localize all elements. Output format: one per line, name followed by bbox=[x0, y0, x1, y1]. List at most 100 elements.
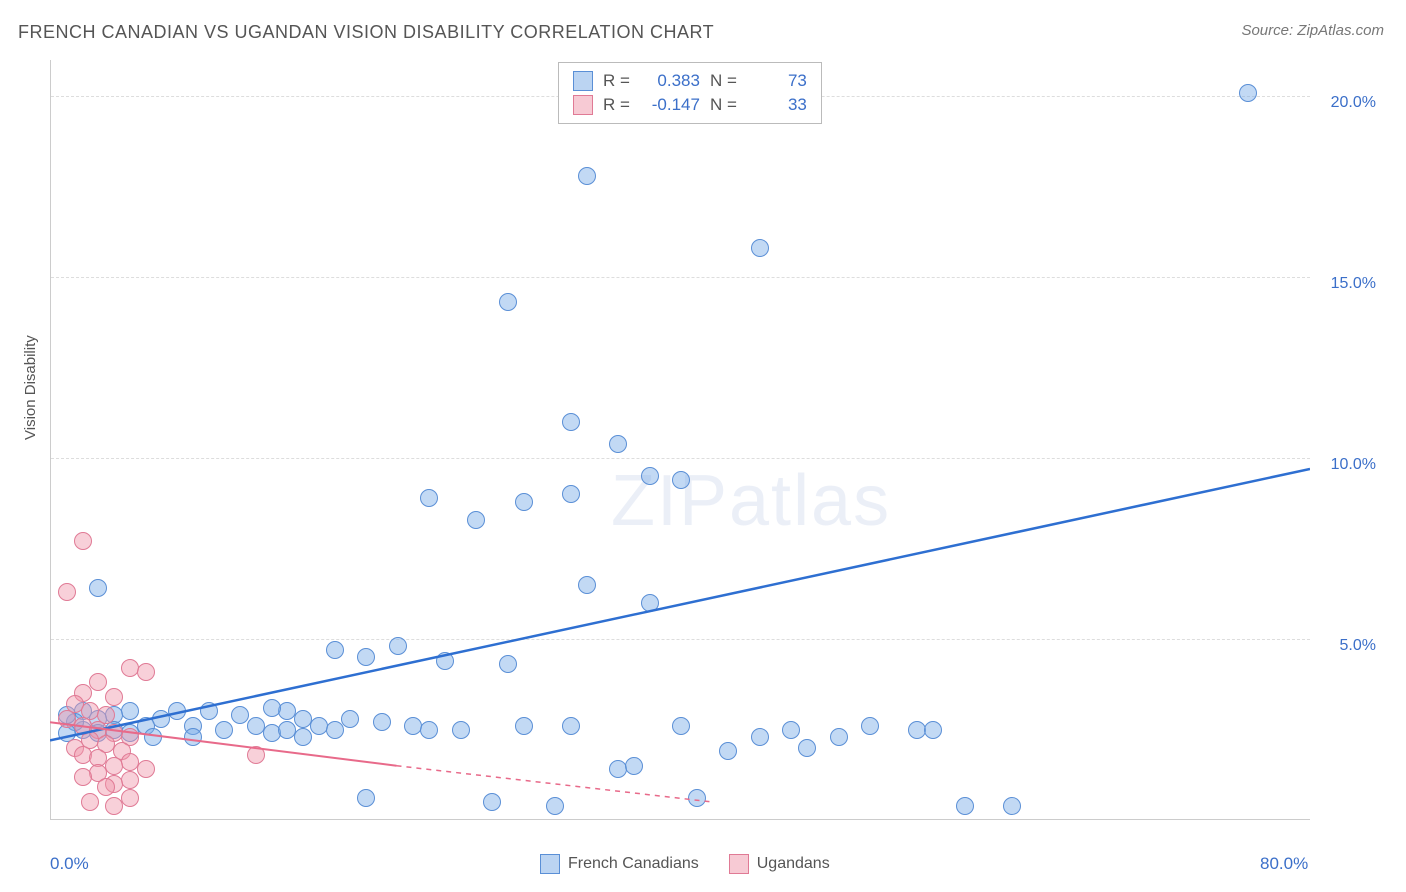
data-point bbox=[326, 641, 344, 659]
stats-box: R = 0.383 N = 73 R = -0.147 N = 33 bbox=[558, 62, 822, 124]
data-point bbox=[420, 721, 438, 739]
data-point bbox=[357, 789, 375, 807]
data-point bbox=[89, 673, 107, 691]
source-attribution: Source: ZipAtlas.com bbox=[1241, 22, 1384, 39]
data-point bbox=[81, 793, 99, 811]
data-point bbox=[1003, 797, 1021, 815]
data-point bbox=[74, 532, 92, 550]
data-point bbox=[357, 648, 375, 666]
n-value: 73 bbox=[747, 71, 807, 91]
data-point bbox=[389, 637, 407, 655]
legend-item: French Canadians bbox=[540, 854, 699, 874]
data-point bbox=[1239, 84, 1257, 102]
data-point bbox=[373, 713, 391, 731]
r-value: -0.147 bbox=[640, 95, 700, 115]
data-point bbox=[231, 706, 249, 724]
data-point bbox=[515, 493, 533, 511]
plot-area: ZIPatlas bbox=[50, 60, 1310, 820]
data-point bbox=[144, 728, 162, 746]
data-point bbox=[515, 717, 533, 735]
legend-swatch bbox=[729, 854, 749, 874]
data-point bbox=[672, 471, 690, 489]
legend-label: French Canadians bbox=[568, 855, 699, 873]
data-point bbox=[105, 797, 123, 815]
data-point bbox=[200, 702, 218, 720]
data-point bbox=[89, 579, 107, 597]
data-point bbox=[578, 576, 596, 594]
legend-item: Ugandans bbox=[729, 854, 830, 874]
data-point bbox=[546, 797, 564, 815]
data-point bbox=[420, 489, 438, 507]
bottom-legend: French Canadians Ugandans bbox=[540, 854, 830, 874]
data-point bbox=[121, 702, 139, 720]
gridline bbox=[51, 639, 1310, 640]
chart-title: FRENCH CANADIAN VS UGANDAN VISION DISABI… bbox=[18, 22, 714, 43]
data-point bbox=[168, 702, 186, 720]
chart-container: FRENCH CANADIAN VS UGANDAN VISION DISABI… bbox=[0, 0, 1406, 892]
data-point bbox=[924, 721, 942, 739]
data-point bbox=[74, 768, 92, 786]
data-point bbox=[215, 721, 233, 739]
data-point bbox=[436, 652, 454, 670]
data-point bbox=[956, 797, 974, 815]
n-label: N = bbox=[710, 95, 737, 115]
data-point bbox=[121, 771, 139, 789]
data-point bbox=[499, 293, 517, 311]
data-point bbox=[137, 663, 155, 681]
y-tick-label: 10.0% bbox=[1331, 456, 1376, 474]
data-point bbox=[782, 721, 800, 739]
y-axis-label: Vision Disability bbox=[22, 335, 39, 440]
data-point bbox=[294, 728, 312, 746]
data-point bbox=[452, 721, 470, 739]
data-point bbox=[641, 467, 659, 485]
data-point bbox=[184, 728, 202, 746]
legend-swatch bbox=[573, 95, 593, 115]
data-point bbox=[562, 485, 580, 503]
data-point bbox=[326, 721, 344, 739]
data-point bbox=[798, 739, 816, 757]
data-point bbox=[121, 789, 139, 807]
data-point bbox=[562, 413, 580, 431]
data-point bbox=[152, 710, 170, 728]
n-value: 33 bbox=[747, 95, 807, 115]
legend-label: Ugandans bbox=[757, 855, 830, 873]
data-point bbox=[751, 239, 769, 257]
n-label: N = bbox=[710, 71, 737, 91]
data-point bbox=[58, 583, 76, 601]
data-point bbox=[105, 757, 123, 775]
y-tick-label: 5.0% bbox=[1340, 637, 1376, 655]
gridline bbox=[51, 277, 1310, 278]
data-point bbox=[341, 710, 359, 728]
data-point bbox=[751, 728, 769, 746]
data-point bbox=[830, 728, 848, 746]
data-point bbox=[672, 717, 690, 735]
data-point bbox=[263, 699, 281, 717]
data-point bbox=[688, 789, 706, 807]
data-point bbox=[137, 760, 155, 778]
data-point bbox=[719, 742, 737, 760]
data-point bbox=[499, 655, 517, 673]
r-label: R = bbox=[603, 95, 630, 115]
stats-row: R = 0.383 N = 73 bbox=[573, 69, 807, 93]
data-point bbox=[483, 793, 501, 811]
data-point bbox=[467, 511, 485, 529]
data-point bbox=[861, 717, 879, 735]
data-point bbox=[625, 757, 643, 775]
data-point bbox=[97, 778, 115, 796]
r-value: 0.383 bbox=[640, 71, 700, 91]
gridline bbox=[51, 458, 1310, 459]
r-label: R = bbox=[603, 71, 630, 91]
data-point bbox=[641, 594, 659, 612]
data-point bbox=[578, 167, 596, 185]
x-tick-label: 0.0% bbox=[50, 854, 89, 874]
x-tick-label: 80.0% bbox=[1260, 854, 1308, 874]
data-point bbox=[562, 717, 580, 735]
legend-swatch bbox=[573, 71, 593, 91]
y-tick-label: 20.0% bbox=[1331, 94, 1376, 112]
y-tick-label: 15.0% bbox=[1331, 275, 1376, 293]
legend-swatch bbox=[540, 854, 560, 874]
data-point bbox=[609, 435, 627, 453]
data-point bbox=[247, 746, 265, 764]
stats-row: R = -0.147 N = 33 bbox=[573, 93, 807, 117]
data-point bbox=[105, 688, 123, 706]
